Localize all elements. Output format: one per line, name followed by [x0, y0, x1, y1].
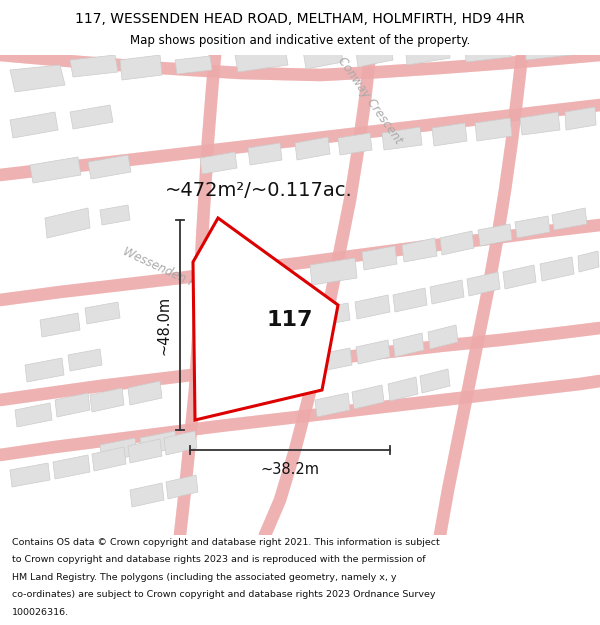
- Text: to Crown copyright and database rights 2023 and is reproduced with the permissio: to Crown copyright and database rights 2…: [12, 555, 425, 564]
- Polygon shape: [128, 439, 162, 463]
- Polygon shape: [465, 37, 511, 62]
- Polygon shape: [520, 112, 560, 135]
- Polygon shape: [393, 333, 424, 357]
- Polygon shape: [420, 369, 450, 393]
- Polygon shape: [248, 143, 282, 165]
- Polygon shape: [55, 393, 90, 417]
- Polygon shape: [235, 48, 288, 72]
- Text: Conway Crescent: Conway Crescent: [335, 54, 405, 146]
- Polygon shape: [565, 107, 596, 130]
- Polygon shape: [402, 238, 437, 262]
- Text: co-ordinates) are subject to Crown copyright and database rights 2023 Ordnance S: co-ordinates) are subject to Crown copyr…: [12, 591, 436, 599]
- Polygon shape: [10, 112, 58, 138]
- Polygon shape: [193, 218, 338, 420]
- Polygon shape: [315, 348, 352, 372]
- Polygon shape: [92, 447, 126, 471]
- Polygon shape: [90, 388, 124, 412]
- Polygon shape: [30, 157, 81, 183]
- Polygon shape: [164, 431, 197, 455]
- Polygon shape: [40, 313, 80, 337]
- Polygon shape: [15, 403, 52, 427]
- Polygon shape: [45, 208, 90, 238]
- Text: ~38.2m: ~38.2m: [260, 462, 320, 477]
- Polygon shape: [525, 35, 571, 60]
- Polygon shape: [475, 118, 512, 141]
- Text: 117, WESSENDEN HEAD ROAD, MELTHAM, HOLMFIRTH, HD9 4HR: 117, WESSENDEN HEAD ROAD, MELTHAM, HOLMF…: [75, 12, 525, 26]
- Polygon shape: [310, 258, 357, 285]
- Polygon shape: [428, 325, 458, 349]
- Polygon shape: [356, 340, 390, 364]
- Text: ~48.0m: ~48.0m: [157, 296, 172, 354]
- Polygon shape: [88, 155, 131, 179]
- Text: HM Land Registry. The polygons (including the associated geometry, namely x, y: HM Land Registry. The polygons (includin…: [12, 572, 397, 582]
- Polygon shape: [540, 257, 574, 281]
- Polygon shape: [355, 295, 390, 319]
- Polygon shape: [515, 216, 550, 238]
- Polygon shape: [503, 265, 536, 289]
- Polygon shape: [166, 475, 198, 499]
- Polygon shape: [388, 377, 418, 401]
- Polygon shape: [295, 137, 330, 160]
- Polygon shape: [310, 303, 350, 327]
- Polygon shape: [100, 438, 137, 462]
- Polygon shape: [25, 358, 64, 382]
- Polygon shape: [430, 280, 464, 304]
- Polygon shape: [315, 393, 350, 417]
- Polygon shape: [130, 483, 164, 507]
- Polygon shape: [140, 431, 177, 455]
- Polygon shape: [128, 381, 162, 405]
- Polygon shape: [70, 55, 118, 77]
- Polygon shape: [355, 38, 393, 67]
- Polygon shape: [85, 302, 120, 324]
- Text: 100026316.: 100026316.: [12, 608, 69, 617]
- Polygon shape: [303, 43, 343, 69]
- Polygon shape: [10, 463, 50, 487]
- Polygon shape: [338, 133, 372, 155]
- Polygon shape: [432, 123, 467, 146]
- Text: Contains OS data © Crown copyright and database right 2021. This information is : Contains OS data © Crown copyright and d…: [12, 538, 440, 547]
- Polygon shape: [382, 127, 422, 150]
- Polygon shape: [70, 105, 113, 129]
- Polygon shape: [405, 36, 450, 65]
- Polygon shape: [68, 349, 102, 371]
- Polygon shape: [352, 385, 384, 409]
- Text: Map shows position and indicative extent of the property.: Map shows position and indicative extent…: [130, 34, 470, 47]
- Polygon shape: [578, 251, 599, 272]
- Polygon shape: [10, 65, 65, 92]
- Text: 117: 117: [267, 310, 313, 330]
- Polygon shape: [200, 152, 237, 174]
- Polygon shape: [362, 246, 397, 270]
- Polygon shape: [467, 272, 500, 296]
- Polygon shape: [552, 208, 587, 230]
- Polygon shape: [100, 205, 130, 225]
- Polygon shape: [478, 224, 512, 246]
- Text: ~472m²/~0.117ac.: ~472m²/~0.117ac.: [165, 181, 353, 199]
- Polygon shape: [175, 56, 212, 74]
- Polygon shape: [53, 455, 90, 479]
- Text: Wessenden Head Road: Wessenden Head Road: [121, 245, 250, 315]
- Polygon shape: [393, 288, 427, 312]
- Polygon shape: [440, 231, 474, 255]
- Polygon shape: [120, 55, 162, 80]
